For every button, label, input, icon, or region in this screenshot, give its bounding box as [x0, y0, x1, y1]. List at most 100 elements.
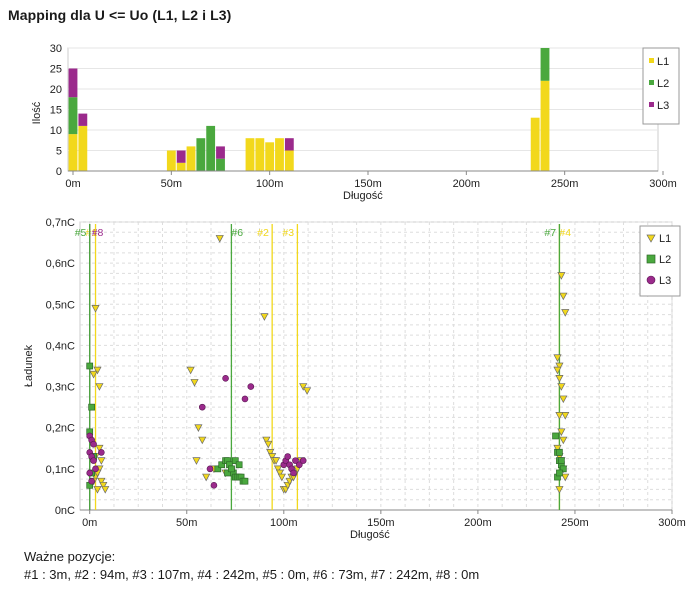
- x-tick-label: 50m: [161, 178, 182, 190]
- legend-swatch-l2: [649, 80, 654, 85]
- point-l1: [559, 395, 568, 404]
- histogram-bar-l1: [530, 117, 540, 171]
- y-tick-label: 0nC: [55, 505, 75, 517]
- point-l3: [86, 469, 94, 477]
- x-tick-label: 100m: [270, 517, 298, 529]
- point-l1: [99, 481, 108, 490]
- position-label-p6: #6: [231, 227, 243, 239]
- histogram-bar-l3: [78, 113, 88, 126]
- point-l1: [553, 366, 562, 375]
- point-l3: [241, 395, 249, 403]
- point-l1: [555, 374, 564, 383]
- y-tick-label: 0,3nC: [46, 382, 75, 394]
- legend-swatch-l3: [649, 102, 654, 107]
- y-tick-label: 30: [50, 43, 62, 55]
- histogram-bar-l2: [540, 48, 550, 81]
- point-l1: [553, 444, 562, 453]
- y-tick-label: 0: [56, 166, 62, 178]
- point-l3: [210, 482, 218, 489]
- point-l1: [299, 383, 308, 391]
- point-l1: [264, 440, 273, 449]
- point-l1: [303, 387, 312, 395]
- position-label-p2: #2: [257, 227, 269, 239]
- point-l3: [88, 477, 95, 485]
- y-tick-label: 5: [56, 146, 62, 158]
- histogram-bar-l1: [245, 138, 255, 171]
- point-l1: [190, 379, 199, 387]
- point-l1: [186, 366, 195, 375]
- point-l2: [88, 403, 95, 411]
- histogram-bar-l1: [255, 138, 265, 171]
- legend-label-l2: L2: [657, 78, 669, 90]
- point-l2: [235, 461, 243, 469]
- point-l1: [93, 366, 102, 375]
- point-l1: [266, 449, 275, 457]
- point-l1: [559, 292, 568, 301]
- histogram-bar-l1: [265, 142, 275, 171]
- histogram-bar-l3: [284, 138, 294, 151]
- x-tick-label: 150m: [367, 517, 395, 529]
- point-l1: [559, 436, 568, 445]
- histogram-bar-l1: [275, 138, 284, 171]
- histogram-bar-l2: [196, 138, 206, 171]
- point-l1: [557, 272, 566, 280]
- point-l1: [561, 412, 570, 420]
- histogram-bar-l1: [540, 80, 550, 171]
- legend-swatch-l1: [649, 58, 654, 63]
- point-l2: [241, 477, 249, 485]
- point-l1: [561, 473, 570, 482]
- legend-label-l3: L3: [657, 100, 669, 112]
- point-l1: [202, 473, 211, 482]
- point-l3: [90, 457, 97, 464]
- point-l3: [92, 465, 99, 473]
- y-axis-title: Ładunek: [23, 344, 35, 387]
- x-tick-label: 300m: [658, 517, 686, 529]
- point-l2: [224, 469, 231, 477]
- point-l1: [192, 457, 201, 465]
- point-l1: [260, 313, 269, 321]
- histogram-bar-l2: [206, 125, 216, 171]
- x-tick-label: 200m: [453, 178, 481, 190]
- point-l3: [198, 403, 206, 411]
- point-l1: [215, 235, 224, 243]
- point-l1: [271, 457, 281, 465]
- point-l2: [231, 457, 239, 464]
- point-l2: [558, 457, 565, 464]
- legend-label-l1: L1: [657, 56, 669, 68]
- point-l2: [559, 465, 567, 473]
- point-l1: [268, 453, 277, 461]
- page-title: Mapping dla U <= Uo (L1, L2 i L3): [8, 7, 232, 23]
- y-tick-label: 25: [50, 64, 62, 76]
- legend-swatch-l3: [646, 275, 656, 285]
- y-tick-label: 10: [50, 125, 62, 137]
- point-l3: [296, 461, 303, 469]
- x-tick-label: 250m: [551, 178, 579, 190]
- point-l1: [555, 362, 564, 371]
- point-l1: [101, 486, 110, 494]
- point-l1: [97, 477, 106, 486]
- point-l1: [273, 465, 283, 474]
- x-tick-label: 0m: [65, 178, 80, 190]
- x-tick-label: 0m: [82, 517, 97, 529]
- point-l1: [277, 473, 286, 482]
- point-l3: [206, 465, 214, 473]
- point-l1: [91, 305, 100, 313]
- y-tick-label: 20: [50, 84, 62, 96]
- y-tick-label: 0,2nC: [46, 423, 75, 435]
- x-tick-label: 100m: [256, 178, 284, 190]
- y-tick-label: 15: [50, 105, 62, 117]
- x-tick-label: 50m: [176, 517, 197, 529]
- histogram-bar-l2: [216, 158, 225, 171]
- point-l2: [556, 449, 563, 456]
- histogram-bar-l3: [176, 150, 186, 163]
- y-tick-label: 0,1nC: [46, 464, 75, 476]
- position-label-p7: #7: [544, 227, 556, 239]
- histogram-bar-l1: [68, 134, 78, 171]
- point-l1: [553, 354, 562, 363]
- point-l3: [292, 457, 299, 464]
- point-l2: [214, 465, 222, 473]
- point-l1: [557, 428, 566, 437]
- y-tick-label: 0,6nC: [46, 258, 75, 270]
- point-l1: [194, 424, 203, 432]
